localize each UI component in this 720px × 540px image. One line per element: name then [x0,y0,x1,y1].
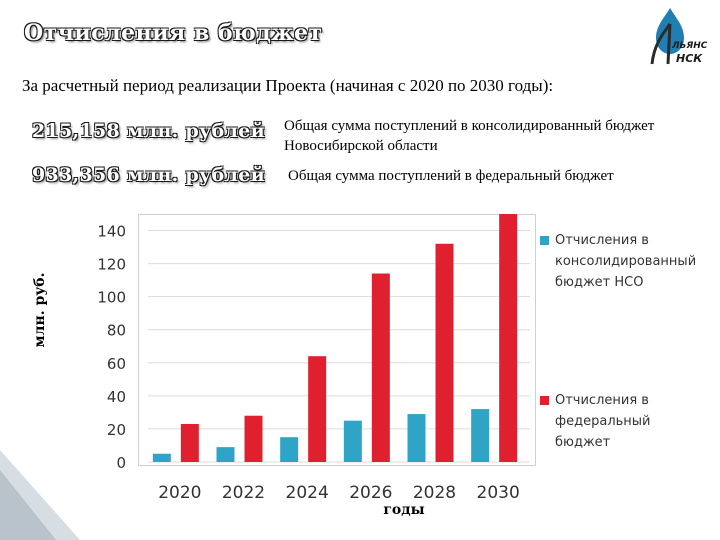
slide-title: Отчисления в бюджет [24,20,323,46]
x-tick-label: 2028 [413,483,456,503]
legend-swatch-federal [540,396,549,405]
amount-regional: 215,158 млн. рублей [32,120,265,142]
company-logo: ЛЬЯНС НСК [650,8,708,65]
legend-swatch-regional [540,236,549,245]
desc-federal: Общая сумма поступлений в федеральный бю… [288,168,614,184]
y-tick-label: 140 [97,223,126,241]
y-tick-label: 80 [107,322,126,340]
bar-regional [216,447,235,462]
bar-regional [152,453,171,462]
y-tick-label: 120 [97,256,126,274]
amount-federal: 933,356 млн. рублей [32,164,265,186]
y-tick-label: 100 [97,289,126,307]
logo-text-top: ЛЬЯНС [671,41,708,51]
bar-federal [371,273,390,462]
y-tick-label: 40 [107,388,126,406]
x-tick-label: 2030 [477,483,520,503]
bar-federal [499,214,518,462]
bar-regional [471,409,490,462]
x-axis-label: годы [383,502,425,518]
x-tick-label: 2020 [158,483,201,503]
x-tick-label: 2026 [349,483,392,503]
bar-federal [435,243,454,462]
bar-regional [280,437,299,462]
x-tick-label: 2022 [222,483,265,503]
chart-frame [138,214,536,466]
bar-regional [343,420,362,462]
bar-federal [180,423,199,462]
legend-label-regional: Отчисления в консолидированный бюджет НС… [555,233,697,290]
bar-federal [244,415,263,462]
desc-regional: Общая сумма поступлений в консолидирован… [284,118,655,154]
corner-decoration [0,450,80,540]
y-tick-label: 20 [107,421,126,439]
legend-label-federal: Отчисления в федеральный бюджет [555,393,651,450]
period-subtitle: За расчетный период реализации Проекта (… [22,76,554,95]
bar-federal [308,356,327,462]
y-tick-label: 0 [116,454,126,472]
y-tick-label: 60 [107,355,126,373]
logo-text-bottom: НСК [676,52,703,65]
bar-regional [407,414,426,462]
x-tick-label: 2024 [286,483,329,503]
